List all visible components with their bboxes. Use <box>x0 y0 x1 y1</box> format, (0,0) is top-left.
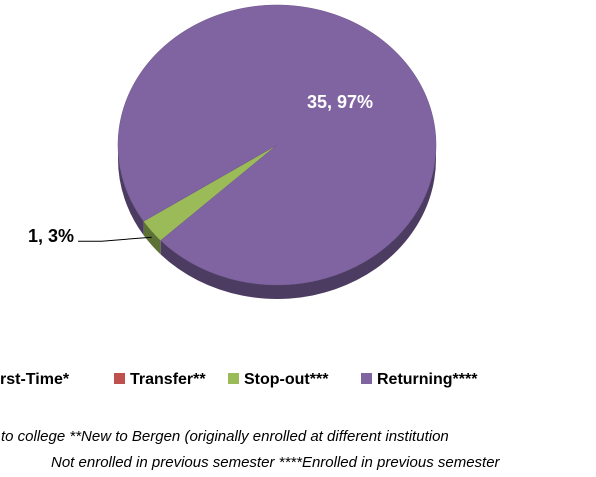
footnote: Not enrolled in previous semester ****En… <box>51 454 501 471</box>
slice-side <box>118 145 144 236</box>
footnote: to college **New to Bergen (originally e… <box>1 428 449 445</box>
legend-swatch <box>114 373 125 384</box>
data-label: 35, 97% <box>307 92 373 112</box>
legend-label: rst-Time* <box>0 371 70 388</box>
legend-swatch <box>228 373 239 384</box>
slice <box>117 4 437 286</box>
slice-side <box>143 221 161 255</box>
legend-label: Transfer** <box>130 371 206 388</box>
leader-line <box>78 236 152 242</box>
legend-swatch <box>361 373 372 384</box>
data-label: 1, 3% <box>28 226 74 246</box>
legend-label: Stop-out*** <box>244 371 329 388</box>
legend-label: Returning**** <box>377 371 478 388</box>
